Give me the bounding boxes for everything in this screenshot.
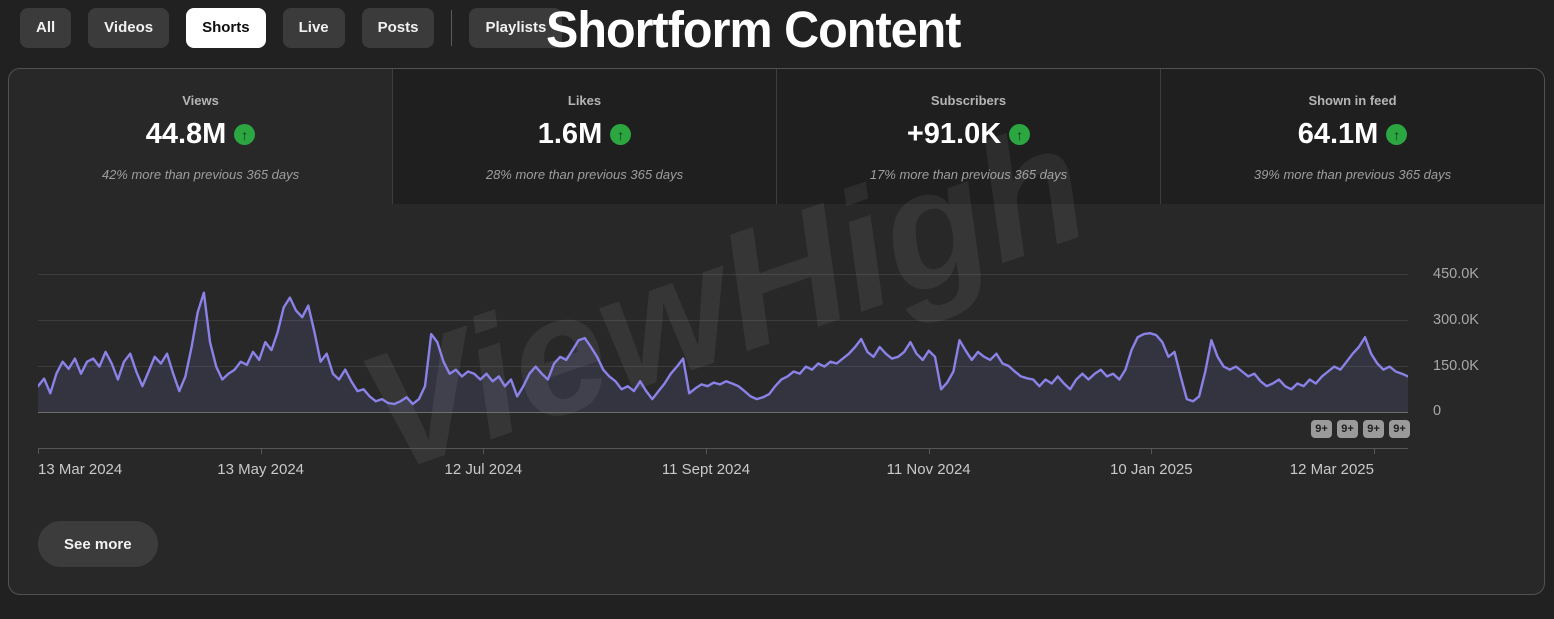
metric-label: Shown in feed bbox=[1308, 93, 1397, 108]
metric-caption: 28% more than previous 365 days bbox=[485, 167, 684, 182]
x-tick-mark bbox=[1374, 448, 1375, 454]
gridline-450k bbox=[38, 274, 1408, 275]
chart-line bbox=[36, 291, 1410, 406]
metric-label: Views bbox=[182, 93, 219, 108]
tab-videos[interactable]: Videos bbox=[88, 8, 170, 48]
x-tick-label: 10 Jan 2025 bbox=[1110, 461, 1193, 478]
x-tick-label: 13 Mar 2024 bbox=[38, 461, 123, 478]
tabbar-divider bbox=[451, 10, 453, 46]
marker-badge[interactable]: 9+ bbox=[1337, 420, 1358, 438]
metric-card-shown-in-feed[interactable]: Shown in feed 64.1M ↑ 39% more than prev… bbox=[1160, 69, 1544, 204]
y-tick-label: 0 bbox=[1433, 403, 1442, 419]
views-line-chart[interactable] bbox=[36, 267, 1410, 417]
y-tick-label: 450.0K bbox=[1433, 266, 1479, 282]
gridline-300k bbox=[38, 320, 1408, 321]
post-marker-badges: 9+ 9+ 9+ 9+ bbox=[1311, 420, 1410, 438]
x-tick-mark bbox=[706, 448, 707, 454]
chart-area-fill bbox=[38, 292, 1408, 412]
metric-caption: 39% more than previous 365 days bbox=[1253, 167, 1452, 182]
metric-card-subscribers[interactable]: Subscribers +91.0K ↑ 17% more than previ… bbox=[776, 69, 1160, 204]
metric-cards-row: Views 44.8M ↑ 42% more than previous 365… bbox=[9, 69, 1544, 204]
x-tick-mark bbox=[928, 448, 930, 454]
metric-card-views[interactable]: Views 44.8M ↑ 42% more than previous 365… bbox=[9, 69, 392, 204]
tab-shorts[interactable]: Shorts bbox=[186, 8, 266, 48]
y-tick-label: 150.0K bbox=[1433, 358, 1479, 374]
metric-label: Subscribers bbox=[930, 93, 1007, 108]
metric-card-likes[interactable]: Likes 1.6M ↑ 28% more than previous 365 … bbox=[392, 69, 776, 204]
metric-caption: 42% more than previous 365 days bbox=[101, 167, 300, 182]
metric-value: 44.8M bbox=[145, 118, 227, 150]
marker-badge[interactable]: 9+ bbox=[1389, 420, 1410, 438]
metric-value: 64.1M bbox=[1297, 118, 1379, 150]
page-title: Shortform Content bbox=[546, 1, 961, 58]
metric-label: Likes bbox=[567, 93, 602, 108]
metric-value: +91.0K bbox=[906, 118, 1002, 150]
trend-up-icon: ↑ bbox=[234, 124, 256, 145]
x-axis: 13 Mar 2024 13 May 2024 12 Jul 2024 11 S… bbox=[38, 461, 1374, 479]
gridline-150k bbox=[38, 366, 1408, 367]
tab-posts[interactable]: Posts bbox=[361, 8, 435, 48]
x-tick-mark bbox=[38, 448, 39, 454]
x-tick-mark bbox=[1151, 448, 1153, 454]
x-tick-mark bbox=[260, 448, 262, 454]
x-tick-label: 12 Jul 2024 bbox=[444, 461, 523, 478]
gridline-zero bbox=[38, 412, 1408, 413]
tab-all[interactable]: All bbox=[20, 8, 72, 48]
x-tick-label: 11 Sept 2024 bbox=[661, 461, 751, 478]
trend-up-icon: ↑ bbox=[610, 124, 632, 145]
see-more-button[interactable]: See more bbox=[38, 521, 158, 567]
x-tick-label: 11 Nov 2024 bbox=[886, 461, 971, 478]
metric-value: 1.6M bbox=[537, 118, 603, 150]
marker-badge[interactable]: 9+ bbox=[1311, 420, 1332, 438]
trend-up-icon: ↑ bbox=[1009, 124, 1031, 145]
content-type-tabbar: All Videos Shorts Live Posts Playlists bbox=[20, 8, 563, 48]
analytics-panel: Views 44.8M ↑ 42% more than previous 365… bbox=[8, 68, 1545, 595]
x-axis-ticks bbox=[38, 448, 1375, 454]
tab-live[interactable]: Live bbox=[282, 8, 345, 48]
trend-up-icon: ↑ bbox=[1386, 124, 1408, 145]
x-tick-mark bbox=[483, 448, 485, 454]
y-tick-label: 300.0K bbox=[1433, 312, 1479, 328]
metric-caption: 17% more than previous 365 days bbox=[869, 167, 1068, 182]
marker-badge[interactable]: 9+ bbox=[1363, 420, 1384, 438]
x-tick-label: 13 May 2024 bbox=[217, 461, 305, 478]
x-tick-label: 12 Mar 2025 bbox=[1289, 461, 1374, 478]
tab-playlists[interactable]: Playlists bbox=[469, 8, 563, 48]
x-axis-line bbox=[38, 448, 1408, 449]
